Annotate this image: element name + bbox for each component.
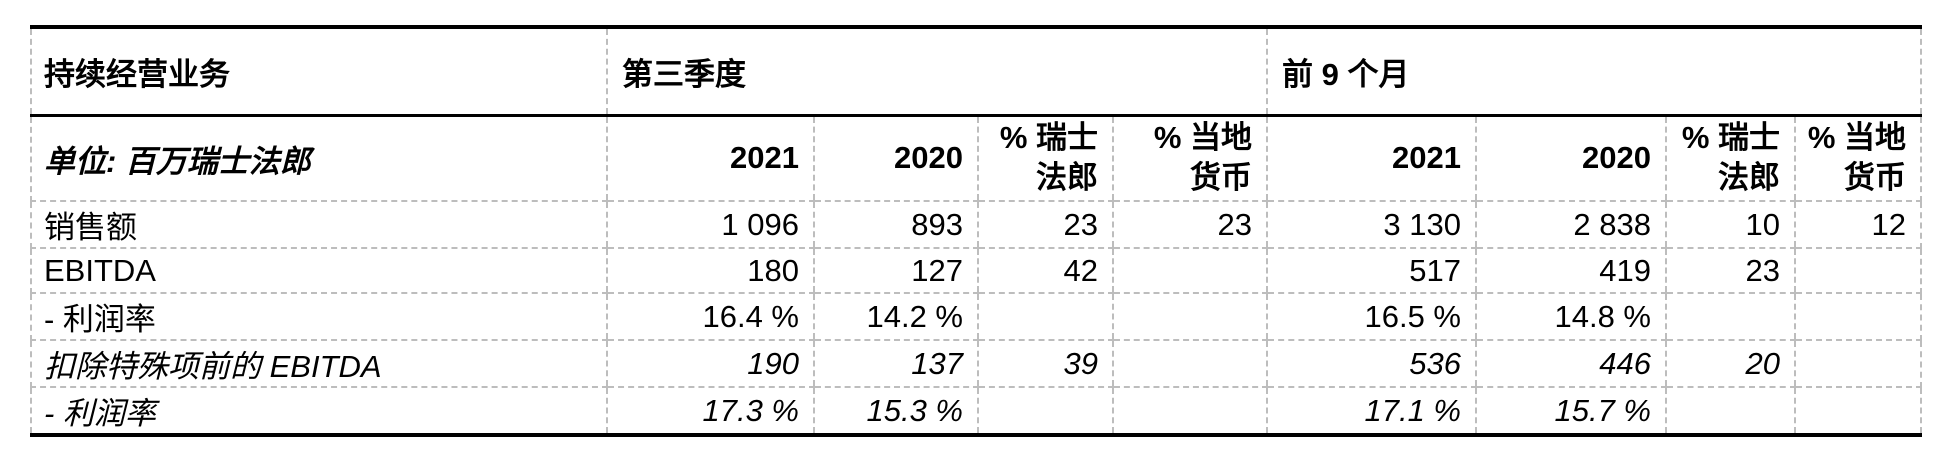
value-cell: 419 [1475,248,1666,294]
value-cell: 15.3 % [813,387,978,437]
value-cell [1793,340,1923,388]
value-cell: 1 096 [606,201,814,249]
table-row-margin-before-specials: - 利润率 17.3 % 15.3 % 17.1 % 15.7 % [30,387,1923,437]
value-cell: 16.5 % [1266,293,1476,341]
col-header-9m-pct-chf-line2: 法郎 [1718,160,1780,196]
row-label-ebitda: EBITDA [30,248,607,294]
row-label-sales: 销售额 [30,201,607,249]
col-header-q3-pct-chf-line1: % 瑞士 [999,120,1098,156]
row-label-ebitda-before-specials: 扣除特殊项前的 EBITDA [30,340,607,388]
table-row-ebitda-before-specials: 扣除特殊项前的 EBITDA 190 137 39 536 446 20 [30,340,1923,388]
value-cell: 893 [813,201,978,249]
table-row-ebitda-margin: - 利润率 16.4 % 14.2 % 16.5 % 14.8 % [30,293,1923,341]
value-cell: 23 [977,201,1113,249]
value-cell [1112,340,1267,388]
value-cell: 23 [1112,201,1267,249]
value-cell [1112,248,1267,294]
financial-results-table: 持续经营业务 第三季度 前 9 个月 单位: 百万瑞士法郎 2021 2020 … [30,25,1923,437]
col-header-9m-pct-chf-line1: % 瑞士 [1681,120,1780,156]
value-cell [977,293,1113,341]
value-cell: 15.7 % [1475,387,1666,437]
value-cell: 23 [1665,248,1795,294]
value-cell [1112,293,1267,341]
row-label-margin-before-specials: - 利润率 [30,387,607,437]
value-cell [1793,248,1923,294]
value-cell [1112,387,1267,437]
col-header-9m-pct-local: % 当地 货币 [1793,115,1923,202]
value-cell: 137 [813,340,978,388]
value-cell: 12 [1793,201,1923,249]
col-header-9m-2021: 2021 [1266,115,1476,202]
value-cell: 39 [977,340,1113,388]
col-header-q3-pct-local: % 当地 货币 [1112,115,1267,202]
value-cell: 517 [1266,248,1476,294]
value-cell: 14.8 % [1475,293,1666,341]
col-header-q3-pct-local-line1: % 当地 [1153,120,1252,156]
continuing-operations-title: 持续经营业务 [30,25,607,117]
table-row-ebitda: EBITDA 180 127 42 517 419 23 [30,248,1923,294]
value-cell [1793,293,1923,341]
value-cell: 14.2 % [813,293,978,341]
value-cell: 20 [1665,340,1795,388]
value-cell: 16.4 % [606,293,814,341]
col-header-q3-2021: 2021 [606,115,814,202]
col-header-9m-pct-local-line1: % 当地 [1807,120,1907,156]
unit-label: 单位: 百万瑞士法郎 [30,115,607,202]
value-cell [1793,387,1923,437]
first-9-months-header: 前 9 个月 [1265,25,1923,117]
value-cell: 536 [1266,340,1476,388]
col-header-9m-pct-chf: % 瑞士 法郎 [1665,115,1795,202]
table-row-sales: 销售额 1 096 893 23 23 3 130 2 838 10 12 [30,201,1923,249]
value-cell [977,387,1113,437]
col-header-9m-pct-local-line2: 货币 [1844,160,1907,196]
value-cell [1665,293,1795,341]
value-cell: 3 130 [1266,201,1476,249]
header-row-columns: 单位: 百万瑞士法郎 2021 2020 % 瑞士 法郎 % 当地 货币 202… [30,115,1923,202]
value-cell: 127 [813,248,978,294]
value-cell: 42 [977,248,1113,294]
row-label-margin: - 利润率 [30,293,607,341]
col-header-q3-pct-chf-line2: 法郎 [1036,160,1098,196]
value-cell [1665,387,1795,437]
value-cell: 17.3 % [606,387,814,437]
col-header-q3-pct-local-line2: 货币 [1190,160,1252,196]
value-cell: 180 [606,248,814,294]
third-quarter-header: 第三季度 [606,25,1267,117]
value-cell: 2 838 [1475,201,1666,249]
value-cell: 190 [606,340,814,388]
header-row-periods: 持续经营业务 第三季度 前 9 个月 [30,25,1923,117]
value-cell: 10 [1665,201,1795,249]
col-header-q3-pct-chf: % 瑞士 法郎 [977,115,1113,202]
value-cell: 446 [1475,340,1666,388]
col-header-q3-2020: 2020 [813,115,978,202]
col-header-9m-2020: 2020 [1475,115,1666,202]
value-cell: 17.1 % [1266,387,1476,437]
